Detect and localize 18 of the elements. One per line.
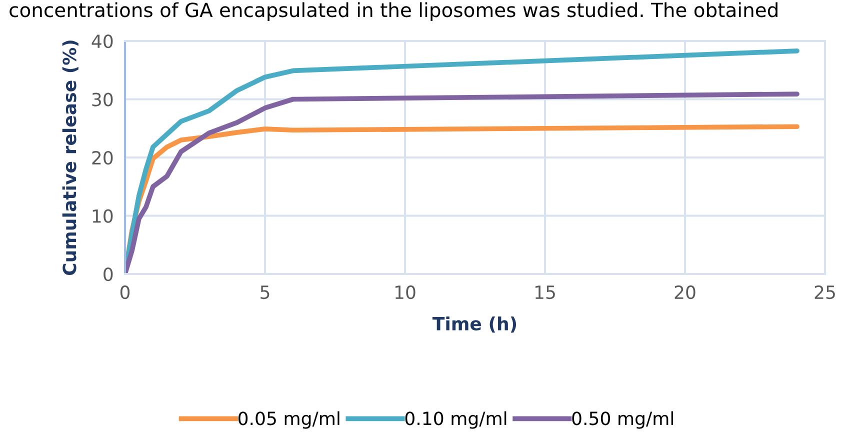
y-tick-label: 30	[92, 92, 113, 106]
x-tick-label: 5	[260, 286, 270, 300]
y-tick-label: 40	[92, 34, 113, 48]
legend-label: 0.05 mg/ml	[238, 411, 340, 429]
x-tick-label: 10	[395, 285, 416, 300]
y-tick-label: 10	[92, 209, 113, 223]
y-axis-title: Cumulative release (%)	[62, 40, 78, 276]
y-tick-label: 0	[104, 267, 113, 282]
line-series	[125, 92, 800, 274]
text: concentrations of GA encapsulated in the liposomes was studied. The obtained	[10, 2, 778, 22]
x-axis-title: Time (h)	[432, 316, 516, 333]
x-tick-label: 0	[120, 285, 130, 300]
legend-label: 0.50 mg/ml	[572, 411, 674, 429]
x-tick-label: 25	[814, 285, 835, 300]
x-tick-label: 15	[535, 286, 555, 300]
y-tick-label: 20	[92, 150, 113, 165]
legend-label: 0.10 mg/ml	[405, 411, 506, 429]
x-tick-label: 20	[674, 285, 696, 300]
